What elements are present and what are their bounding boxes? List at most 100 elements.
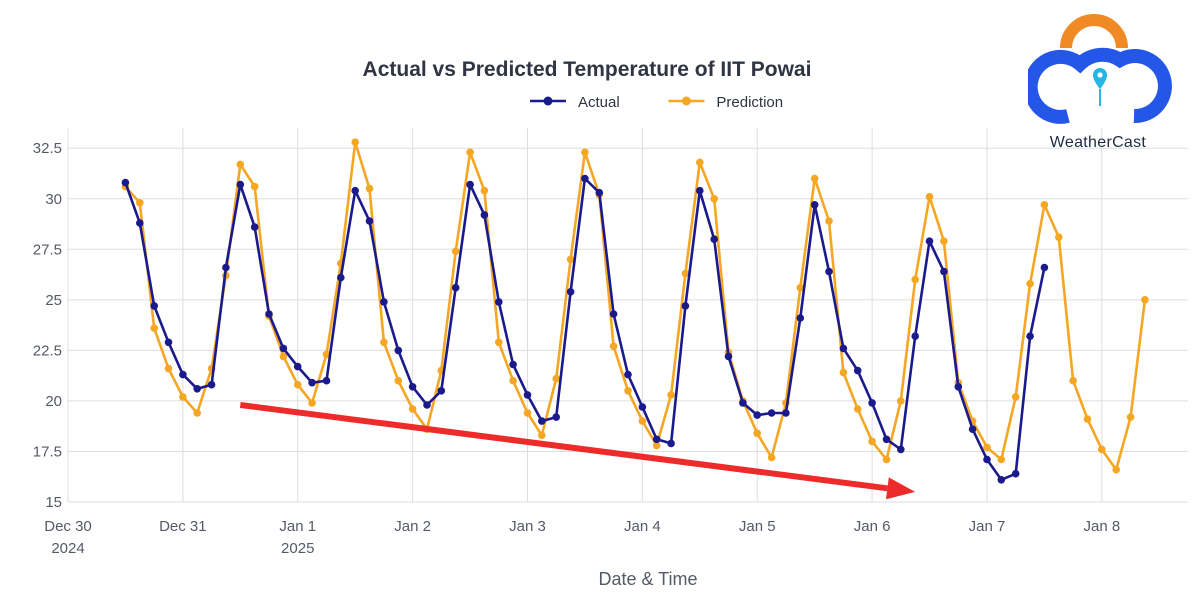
prediction-point bbox=[983, 443, 991, 452]
prediction-point bbox=[1126, 413, 1135, 421]
prediction-point bbox=[322, 350, 331, 359]
prediction-point bbox=[380, 338, 388, 347]
x-axis-title: Date & Time bbox=[598, 569, 697, 589]
actual-point bbox=[380, 298, 388, 306]
y-tick-label: 25 bbox=[45, 292, 62, 309]
actual-point bbox=[423, 401, 431, 409]
y-tick-label: 32.5 bbox=[33, 140, 62, 157]
y-tick-label: 15 bbox=[45, 494, 62, 511]
actual-point bbox=[753, 411, 761, 419]
prediction-point bbox=[652, 441, 661, 450]
prediction-point bbox=[940, 237, 948, 245]
actual-point bbox=[882, 435, 891, 444]
trend-arrow-head bbox=[886, 477, 916, 500]
logo-text: WeatherCast bbox=[1049, 134, 1147, 151]
prediction-point bbox=[236, 160, 245, 169]
y-tick-label: 20 bbox=[45, 393, 62, 410]
actual-point bbox=[451, 283, 460, 292]
actual-point bbox=[652, 435, 661, 444]
prediction-point bbox=[1055, 233, 1063, 241]
actual-point bbox=[581, 174, 589, 183]
actual-point bbox=[897, 445, 905, 454]
prediction-point bbox=[624, 387, 632, 395]
actual-point bbox=[351, 186, 360, 195]
actual-point bbox=[480, 211, 489, 219]
prediction-point bbox=[1011, 393, 1020, 401]
prediction-point bbox=[753, 429, 761, 438]
prediction-point bbox=[509, 376, 517, 385]
actual-point bbox=[552, 413, 560, 421]
prediction-point bbox=[566, 255, 575, 264]
prediction-point bbox=[308, 399, 316, 407]
actual-point bbox=[279, 344, 288, 353]
grid bbox=[67, 128, 1188, 503]
actual-point bbox=[853, 366, 862, 375]
prediction-point bbox=[667, 391, 675, 399]
actual-point bbox=[566, 288, 575, 296]
prediction-point bbox=[638, 417, 647, 425]
actual-point bbox=[1040, 263, 1049, 272]
actual-point bbox=[523, 391, 532, 399]
actual-point bbox=[638, 403, 647, 411]
series-prediction bbox=[121, 138, 1149, 474]
actual-point bbox=[207, 380, 216, 389]
prediction-point bbox=[150, 324, 158, 332]
actual-point bbox=[724, 352, 733, 361]
prediction-point bbox=[696, 158, 704, 167]
prediction-point bbox=[466, 148, 474, 157]
actual-point bbox=[954, 383, 963, 391]
prediction-point bbox=[193, 409, 201, 417]
actual-point bbox=[983, 455, 991, 464]
prediction-point bbox=[523, 409, 532, 417]
prediction-line bbox=[124, 140, 1147, 471]
x-tick-label: Jan 4 bbox=[624, 518, 661, 535]
prediction-point bbox=[897, 397, 905, 405]
prediction-point bbox=[394, 376, 403, 385]
actual-point bbox=[250, 223, 259, 231]
actual-point bbox=[1011, 469, 1020, 478]
prediction-point bbox=[1141, 296, 1149, 304]
legend-label-prediction: Prediction bbox=[716, 94, 783, 111]
legend[interactable]: Actual Prediction bbox=[530, 94, 783, 111]
actual-point bbox=[739, 399, 747, 407]
y-axis-ticks: 15 17.5 20 22.5 25 27.5 30 32.5 bbox=[33, 140, 62, 511]
actual-point bbox=[782, 409, 790, 417]
prediction-point bbox=[997, 455, 1006, 464]
prediction-point bbox=[911, 275, 919, 284]
legend-item-actual[interactable]: Actual bbox=[530, 94, 620, 111]
actual-point bbox=[595, 188, 604, 197]
logo-arc bbox=[1060, 14, 1128, 49]
legend-item-prediction[interactable]: Prediction bbox=[668, 94, 783, 111]
actual-point bbox=[222, 263, 230, 272]
prediction-point bbox=[767, 453, 776, 462]
prediction-point bbox=[293, 380, 302, 389]
prediction-point bbox=[609, 342, 618, 351]
actual-point bbox=[394, 346, 403, 355]
trend-arrow-shaft bbox=[239, 401, 888, 492]
prediction-point bbox=[710, 195, 718, 203]
actual-point bbox=[337, 273, 345, 282]
x-tick-label: Jan 3 bbox=[509, 518, 546, 535]
logo-cloud bbox=[1028, 47, 1172, 124]
prediction-point bbox=[279, 352, 288, 361]
actual-point bbox=[265, 310, 273, 318]
x-tick-label: Dec 31 bbox=[159, 518, 207, 535]
prediction-point bbox=[179, 393, 187, 401]
prediction-point bbox=[882, 455, 891, 464]
prediction-point bbox=[480, 186, 489, 195]
x-tick-label: Dec 30 bbox=[44, 518, 92, 535]
actual-point bbox=[150, 302, 158, 310]
actual-point bbox=[164, 338, 173, 347]
actual-point bbox=[322, 376, 331, 385]
prediction-point bbox=[810, 174, 819, 183]
y-tick-label: 17.5 bbox=[33, 443, 62, 460]
actual-point bbox=[1026, 332, 1034, 341]
actual-point bbox=[236, 180, 245, 189]
weathercast-logo bbox=[1028, 14, 1172, 124]
actual-point bbox=[681, 302, 690, 310]
actual-point bbox=[193, 385, 201, 393]
prediction-point bbox=[1083, 415, 1092, 423]
actual-point bbox=[667, 439, 675, 448]
actual-point bbox=[868, 399, 876, 407]
